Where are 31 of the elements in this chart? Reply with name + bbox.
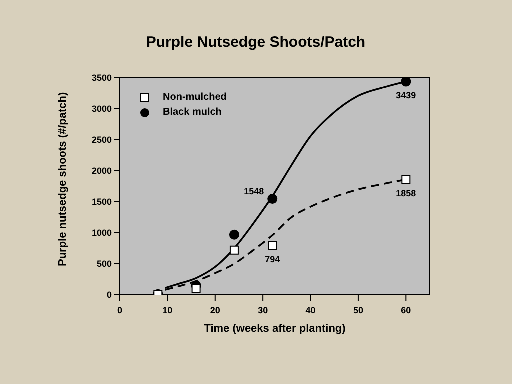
data-label: 1858 <box>396 188 416 198</box>
point <box>229 230 240 240</box>
point <box>401 78 412 87</box>
data-label: 1548 <box>244 186 264 197</box>
y-tick-label: 500 <box>96 259 112 270</box>
x-tick-label: 60 <box>401 305 412 316</box>
x-tick-label: 50 <box>353 305 364 316</box>
point <box>192 284 201 294</box>
x-tick-label: 20 <box>210 305 220 316</box>
x-tick-label: 0 <box>117 305 123 316</box>
point <box>230 246 239 255</box>
point <box>402 175 411 184</box>
y-tick-label: 3500 <box>92 73 112 84</box>
data-label: 3439 <box>396 90 416 100</box>
y-tick-label: 1000 <box>92 228 112 238</box>
y-tick-label: 0 <box>106 290 112 300</box>
x-tick-label: 10 <box>162 305 173 316</box>
data-label: 794 <box>265 254 280 264</box>
legend-label: Black mulch <box>163 107 222 118</box>
legend-label: Non-mulched <box>163 92 227 103</box>
point <box>268 194 278 204</box>
x-tick-label: 40 <box>306 305 316 316</box>
y-axis-title: Purple nutsedge shoots (#/patch) <box>56 92 69 266</box>
y-tick-label: 2000 <box>92 166 112 176</box>
point <box>268 241 278 250</box>
y-tick-label: 1500 <box>92 197 112 208</box>
y-tick-label: 2500 <box>92 135 112 146</box>
chart-title: Purple Nutsedge Shoots/Patch <box>145 34 367 51</box>
x-tick-label: 30 <box>258 305 268 316</box>
x-axis-title: Time (weeks after planting) <box>204 323 346 335</box>
y-tick-label: 3000 <box>92 104 112 114</box>
